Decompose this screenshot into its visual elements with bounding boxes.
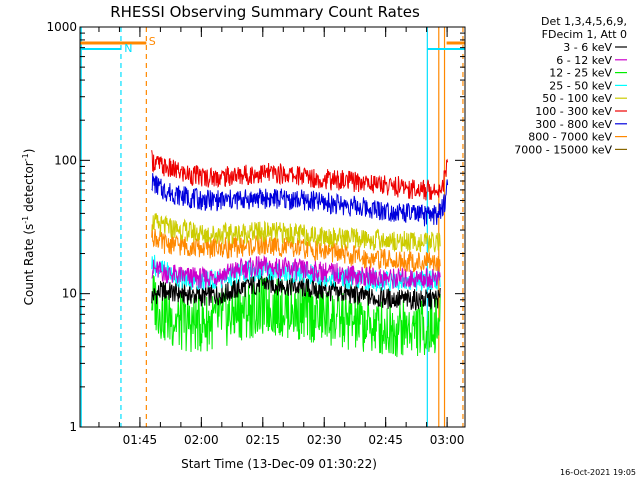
y-axis-label: Count Rate (s-1 detector-1) [21,149,36,306]
y-tick-label: 1000 [46,20,77,34]
x-tick-label: 02:00 [184,433,219,447]
x-tick-label: 02:45 [368,433,403,447]
legend-entry-label: 7000 - 15000 keV [514,143,612,156]
legend-entry-label: 100 - 300 keV [535,105,612,118]
y-tick-label: 1 [69,420,77,434]
generation-timestamp: 16-Oct-2021 19:05 [560,468,636,477]
chart-title: RHESSI Observing Summary Count Rates [110,3,420,21]
saa-label: S [149,35,156,48]
series-line-4 [151,213,441,253]
legend: Det 1,3,4,5,6,9, FDecim 1, Att 0 3 - 6 k… [514,15,627,156]
x-tick-label: 01:45 [123,433,158,447]
event-markers: NS [80,27,465,427]
y-tick-label: 10 [62,287,77,301]
legend-header-line1: Det 1,3,4,5,6,9, [541,15,627,28]
night-label: N [124,42,132,55]
series-line-7 [151,224,441,273]
x-tick-label: 03:00 [430,433,465,447]
y-tick-label: 100 [54,153,77,167]
x-axis-label: Start Time (13-Dec-09 01:30:22) [181,457,377,471]
series-line-2 [151,274,441,358]
legend-entry-label: 12 - 25 keV [549,67,612,80]
x-tick-label: 02:30 [307,433,342,447]
axes [79,26,466,428]
legend-entry-label: 3 - 6 keV [563,41,612,54]
data-series [151,150,449,358]
series-line-5 [151,150,449,201]
series-line-6 [151,173,449,227]
legend-entry-label: 25 - 50 keV [549,79,612,92]
legend-entry-label: 800 - 7000 keV [528,131,612,144]
legend-entry-label: 50 - 100 keV [542,92,612,105]
legend-header-line2: FDecim 1, Att 0 [542,28,627,41]
plot-frame [79,26,466,428]
series-line-0 [151,273,441,311]
tick-labels: 1 10 100 1000 01:45 02:00 02:15 02:30 02:45 03:00 [46,20,464,447]
legend-entry-label: 6 - 12 keV [556,54,612,67]
x-tick-label: 02:15 [245,433,280,447]
series-line-1 [151,254,441,289]
legend-entry-label: 300 - 800 keV [535,118,612,131]
